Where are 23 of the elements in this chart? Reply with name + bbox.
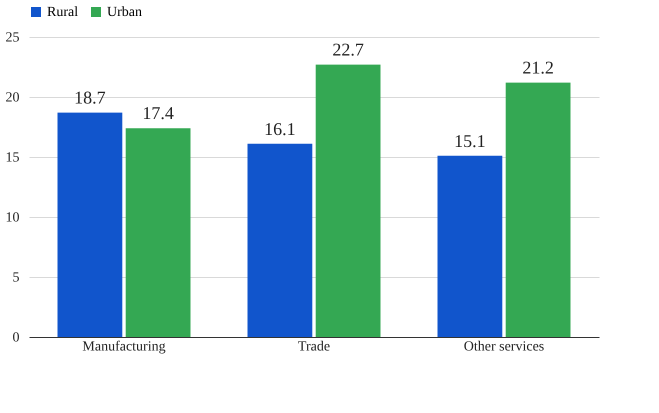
y-tick-label: 5	[12, 270, 20, 286]
bar	[506, 82, 570, 337]
y-tick-label: 20	[6, 90, 20, 106]
y-tick-label: 15	[6, 150, 20, 166]
y-tick-label: 25	[6, 30, 20, 46]
data-label: 18.7	[74, 88, 106, 108]
bar	[438, 156, 502, 337]
x-tick-label: Trade	[298, 340, 330, 354]
bar	[316, 64, 380, 337]
x-tick-label: Other services	[464, 340, 544, 354]
data-label: 21.2	[522, 58, 554, 78]
y-tick-label: 0	[12, 330, 20, 346]
legend-label: Urban	[107, 5, 142, 20]
data-label: 22.7	[332, 40, 364, 60]
legend-label: Rural	[47, 5, 78, 20]
data-label: 17.4	[142, 103, 174, 124]
data-label: 15.1	[454, 130, 486, 151]
bar	[248, 144, 312, 337]
bar	[126, 128, 190, 337]
x-tick-label: Manufacturing	[82, 340, 166, 354]
bar	[58, 112, 122, 337]
data-label: 16.1	[264, 118, 296, 139]
y-tick-label: 10	[6, 210, 20, 226]
